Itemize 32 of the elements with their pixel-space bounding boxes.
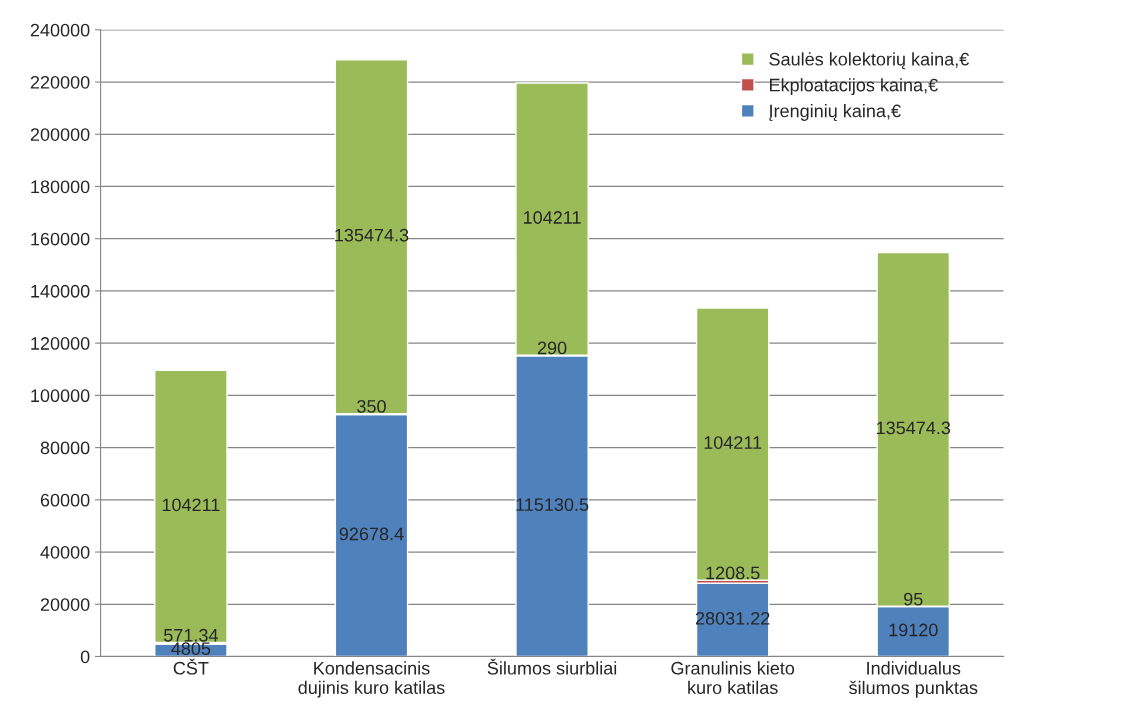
data-label: 571.34	[163, 628, 218, 642]
y-tick-label: 40000	[40, 545, 90, 559]
y-tick-label: 60000	[40, 493, 90, 507]
legend-label: Saulės kolektorių kaina,€	[769, 52, 969, 70]
x-tick-label: Šilumos siurbliai	[487, 658, 617, 675]
data-label: 4805	[171, 642, 211, 656]
y-tick-label: 0	[80, 650, 90, 664]
data-label: 104211	[523, 211, 581, 224]
data-label: 19120	[889, 623, 938, 637]
y-tick-label: 140000	[31, 284, 90, 298]
y-tick-label: 220000	[30, 75, 90, 89]
x-tick-label: Granulinis kieto kuro katilas	[671, 661, 795, 695]
legend-label: Įrenginių kaina,€	[769, 104, 901, 121]
data-label: 92678.4	[339, 527, 404, 541]
data-label: 95	[904, 592, 923, 606]
data-label: 290	[537, 341, 567, 355]
y-tick-label: 80000	[40, 441, 90, 455]
data-label: 350	[357, 399, 386, 413]
y-tick-label: 180000	[31, 180, 90, 194]
x-tick-label: CŠT	[173, 658, 209, 675]
y-tick-label: 100000	[31, 389, 90, 403]
y-tick-label: 20000	[40, 598, 90, 611]
data-label: 104211	[704, 436, 762, 449]
y-tick-label: 240000	[30, 23, 90, 37]
y-tick-label: 160000	[31, 232, 90, 246]
y-tick-label: 200000	[30, 128, 90, 141]
x-tick-label: Kondensacinis dujinis kuro katilas	[298, 661, 445, 698]
data-label: 104211	[162, 498, 220, 512]
x-tick-label: Individualus šilumos punktas	[849, 661, 978, 698]
y-tick-label: 120000	[31, 337, 90, 350]
legend-label: Ekploatacijos kaina,€	[770, 78, 938, 96]
data-label: 1208.5	[706, 566, 760, 580]
